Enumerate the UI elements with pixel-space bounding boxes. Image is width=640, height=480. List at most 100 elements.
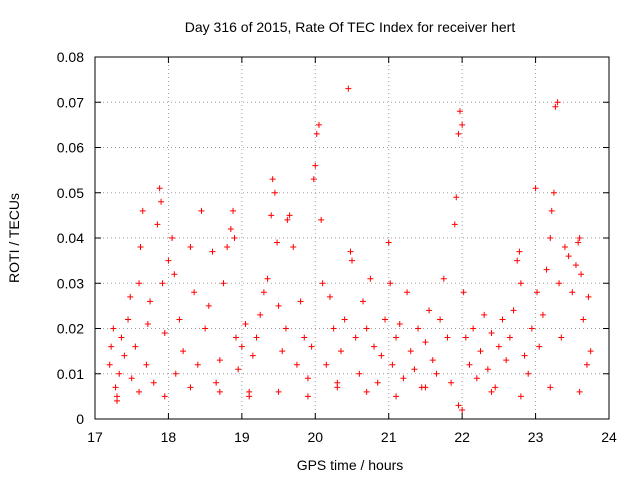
data-point [318,216,325,223]
data-point [382,316,389,323]
data-point [156,185,163,192]
data-point [347,248,354,255]
data-point [455,130,462,137]
data-point [159,280,166,287]
y-tick-label: 0.01 [57,366,84,382]
data-point [213,379,220,386]
data-point [473,375,480,382]
data-point [271,189,278,196]
data-point [580,316,587,323]
x-tick-label: 21 [381,429,397,445]
data-point [216,357,223,364]
data-point [583,361,590,368]
data-point [565,253,572,260]
data-point [521,352,528,359]
data-point [516,248,523,255]
data-point [433,370,440,377]
data-point [488,388,495,395]
data-point [121,352,128,359]
data-point [552,103,559,110]
data-point [536,343,543,350]
data-point [286,212,293,219]
data-point [191,289,198,296]
data-point [470,325,477,332]
data-point [274,239,281,246]
data-point [260,289,267,296]
data-point [158,198,165,205]
data-point [466,361,473,368]
data-point [396,320,403,327]
data-point [253,334,260,341]
data-point [232,334,239,341]
data-point [543,266,550,273]
x-tick-label: 24 [601,429,617,445]
data-point [578,271,585,278]
data-point [330,325,337,332]
data-point [118,334,125,341]
data-point [235,366,242,373]
data-point [139,207,146,214]
data-point [363,325,370,332]
data-point [456,108,463,115]
data-point [161,330,168,337]
data-point [548,207,555,214]
data-point [150,379,157,386]
x-tick-labels: 17 18 19 20 21 22 23 24 [87,429,617,445]
data-point [587,348,594,355]
data-point [514,257,521,264]
data-point [547,235,554,241]
y-tick-label: 0.02 [57,321,84,337]
data-point [534,289,541,296]
data-point [114,397,121,404]
data-point [227,225,234,232]
data-point [455,402,462,409]
data-point [525,370,532,377]
data-point [378,352,385,359]
data-point [194,361,201,368]
data-point [448,379,455,386]
data-point [426,307,433,314]
x-tick-label: 18 [161,429,177,445]
data-point [356,370,363,377]
data-point [411,366,418,373]
data-point [528,325,535,332]
data-point [345,85,352,92]
data-point [242,320,249,327]
data-point [171,271,178,278]
data-point [297,298,304,305]
data-point [576,235,583,241]
data-point [169,235,176,241]
data-point [460,289,467,296]
data-point [387,280,394,287]
data-point [506,334,513,341]
data-point [488,330,495,337]
x-axis-label: GPS time / hours [297,457,404,473]
data-point [554,99,561,106]
data-point [312,162,319,169]
data-point [304,393,311,400]
data-point [154,221,161,228]
y-tick-label: 0.07 [57,94,84,110]
data-point [275,302,282,309]
data-point [451,221,458,228]
data-point [360,298,367,305]
data-point [337,348,344,355]
data-point [313,130,320,137]
data-point [481,311,488,318]
data-point [437,316,444,323]
y-tick-labels: 0 0.01 0.02 0.03 0.04 0.05 0.06 0.07 0.08 [57,49,84,427]
data-point [128,375,135,382]
data-point [389,361,396,368]
data-point [334,384,341,391]
data-point [561,244,568,251]
y-tick-label: 0 [76,411,84,427]
data-point [112,384,119,391]
data-point [352,334,359,341]
data-point [132,343,139,350]
data-point [315,121,322,128]
data-point [108,343,115,350]
data-point [110,325,117,332]
data-point [422,384,429,391]
y-tick-label: 0.06 [57,140,84,156]
data-point [161,393,168,400]
